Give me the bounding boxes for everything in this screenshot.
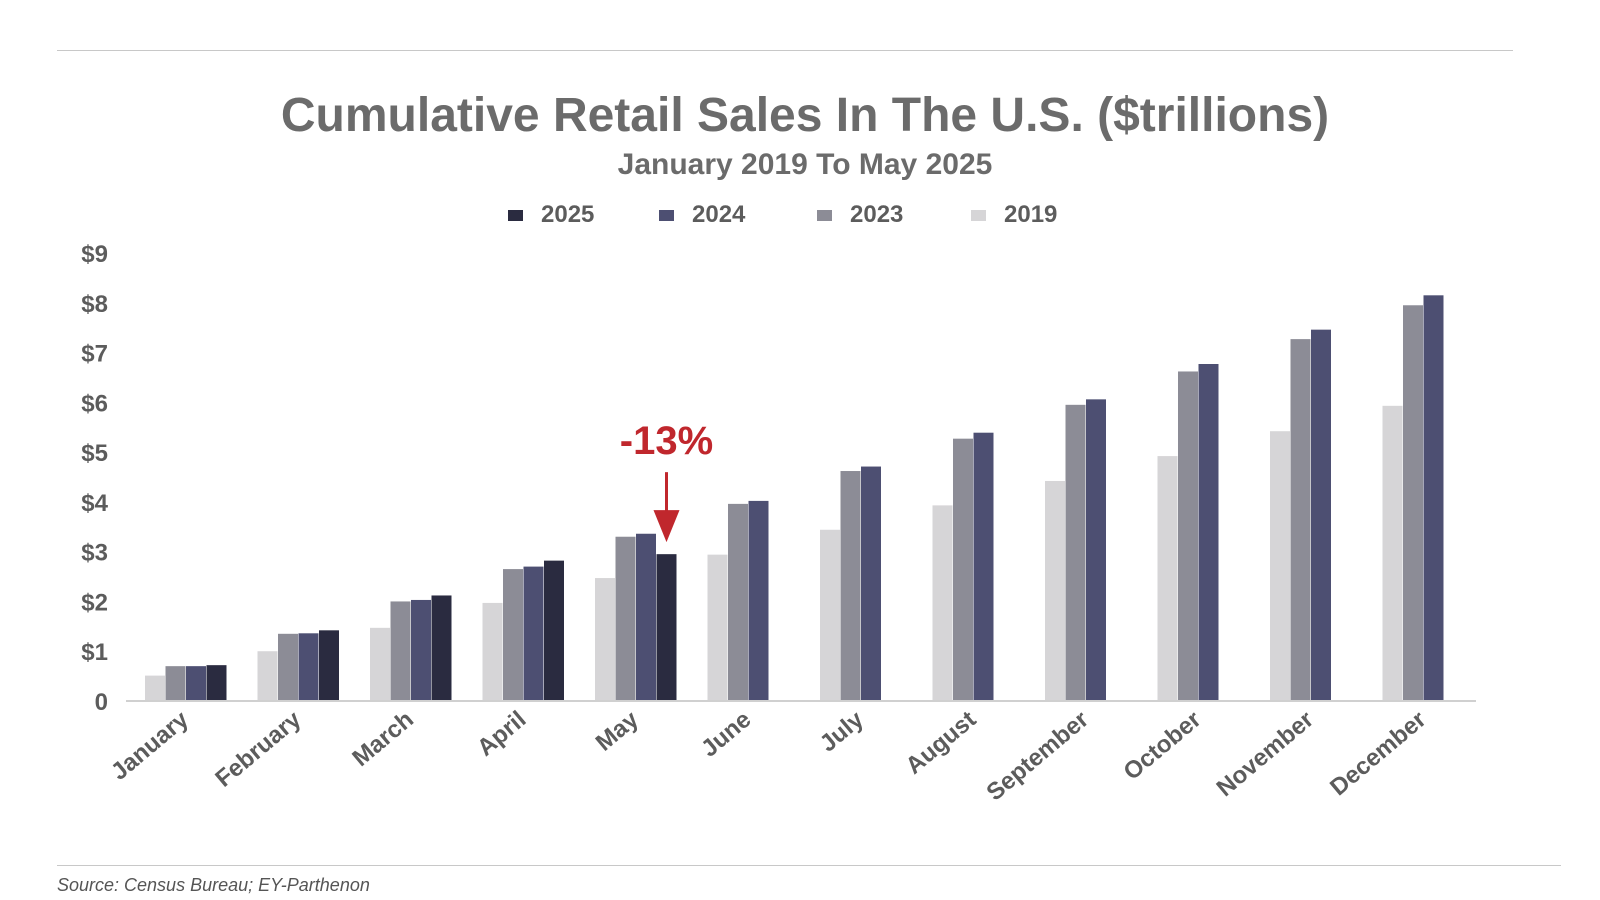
bar-2023-may — [615, 536, 636, 701]
bar-2019-june — [707, 554, 728, 701]
y-tick-label: $4 — [81, 490, 108, 517]
chart-title: Cumulative Retail Sales In The U.S. ($tr… — [280, 89, 1330, 142]
source-note: Source: Census Bureau; EY-Parthenon — [57, 875, 370, 895]
bar-2019-january — [145, 675, 165, 701]
legend-swatch-2024 — [659, 209, 674, 221]
y-tick-label: $5 — [81, 440, 108, 467]
y-tick-label: $9 — [81, 241, 108, 268]
x-tick-label: February — [210, 705, 307, 792]
y-tick-label: $3 — [81, 540, 108, 567]
bar-2024-june — [748, 500, 769, 701]
bar-2024-march — [411, 599, 431, 701]
x-tick-label: March — [347, 706, 419, 772]
bar-2023-june — [728, 503, 748, 701]
chart-subtitle: January 2019 To May 2025 — [617, 148, 993, 181]
bar-2023-march — [390, 601, 411, 701]
legend-label-2019: 2019 — [1004, 201, 1058, 228]
bar-2024-september — [1086, 399, 1106, 701]
legend-label-2025: 2025 — [541, 201, 595, 228]
y-tick-label: $6 — [81, 390, 108, 417]
bar-2024-november — [1311, 329, 1331, 701]
bar-2024-january — [186, 666, 206, 701]
x-tick-label: June — [696, 706, 756, 763]
bottom-divider — [57, 865, 1561, 866]
legend-label-2023: 2023 — [850, 201, 904, 228]
bar-2024-february — [298, 633, 319, 701]
bar-2019-november — [1270, 431, 1290, 701]
top-divider — [57, 50, 1513, 51]
bar-2025-february — [319, 630, 339, 701]
bar-2024-july — [861, 466, 881, 701]
bar-2023-august — [953, 438, 973, 701]
bar-2019-april — [482, 602, 503, 701]
legend-label-2024: 2024 — [692, 201, 746, 228]
bar-2019-march — [370, 627, 390, 701]
y-tick-label: $8 — [81, 291, 108, 318]
legend-item-2023: 2023 — [817, 201, 903, 229]
bar-2019-september — [1045, 480, 1065, 701]
bar-2023-october — [1178, 371, 1198, 701]
annotation-label: -13% — [620, 419, 713, 463]
legend: 2025 2024 2023 2019 — [0, 201, 1600, 235]
x-tick-label: January — [106, 706, 194, 786]
bar-2019-may — [595, 578, 615, 701]
legend-swatch-2025 — [508, 209, 523, 221]
bar-2019-august — [932, 505, 953, 701]
bar-2023-november — [1290, 339, 1311, 701]
bar-2024-may — [636, 533, 656, 701]
bar-2025-may — [656, 554, 677, 701]
y-tick-label: $2 — [81, 589, 108, 616]
x-tick-label: May — [591, 705, 645, 756]
x-tick-label: November — [1212, 706, 1319, 802]
x-tick-label: December — [1325, 706, 1431, 801]
x-tick-label: July — [815, 705, 870, 757]
x-tick-label: October — [1119, 706, 1207, 786]
y-tick-label: $7 — [81, 341, 108, 368]
bar-2023-december — [1403, 305, 1423, 701]
legend-item-2024: 2024 — [659, 201, 745, 229]
annotation-arrow-icon — [653, 510, 680, 543]
y-tick-label: $1 — [81, 639, 108, 666]
bar-2024-october — [1198, 364, 1219, 701]
bar-2023-january — [165, 666, 186, 701]
bar-2019-october — [1157, 456, 1178, 701]
x-tick-label: August — [901, 706, 982, 780]
bar-2023-september — [1065, 404, 1086, 701]
legend-item-2025: 2025 — [508, 201, 594, 229]
bar-2019-july — [820, 529, 840, 701]
bar-2019-december — [1382, 405, 1403, 701]
bar-2024-august — [973, 432, 994, 701]
legend-swatch-2023 — [817, 209, 832, 221]
bar-2024-december — [1423, 295, 1444, 701]
bar-2024-april — [523, 566, 544, 701]
legend-swatch-2019 — [971, 209, 986, 221]
bar-2023-july — [840, 471, 861, 701]
x-tick-label: April — [472, 706, 531, 762]
y-tick-label: 0 — [95, 689, 108, 716]
bar-2023-april — [503, 569, 523, 701]
bar-2025-april — [544, 560, 564, 701]
bar-2019-february — [257, 651, 278, 701]
bar-2025-march — [431, 595, 452, 701]
bar-2025-january — [206, 665, 227, 701]
legend-item-2019: 2019 — [971, 201, 1057, 229]
x-tick-label: September — [981, 706, 1093, 806]
bar-2023-february — [278, 633, 298, 701]
